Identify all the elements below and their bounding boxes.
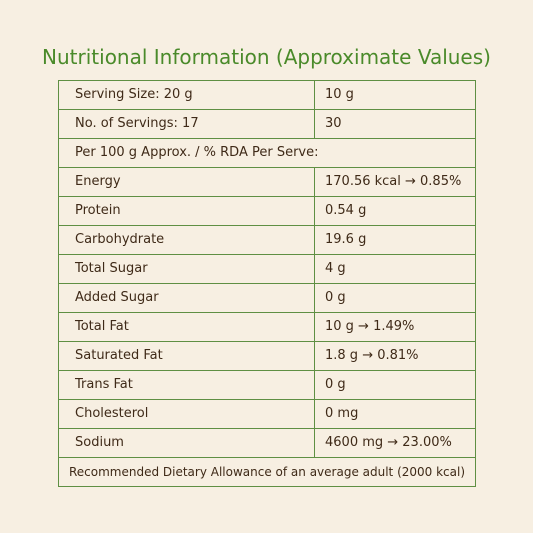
table-row-total-fat: Total Fat 10 g → 1.49% xyxy=(58,312,476,342)
nutrition-table: Serving Size: 20 g 10 g No. of Servings:… xyxy=(58,80,476,487)
table-row-energy: Energy 170.56 kcal → 0.85% xyxy=(58,167,476,197)
table-row-servings-count: No. of Servings: 17 30 xyxy=(58,109,476,139)
nutrient-value: 0 mg xyxy=(314,399,476,429)
nutrient-value: 4 g xyxy=(314,254,476,284)
table-row-sodium: Sodium 4600 mg → 23.00% xyxy=(58,428,476,458)
nutrient-value: 0 g xyxy=(314,370,476,400)
nutrient-value: 170.56 kcal → 0.85% xyxy=(314,167,476,197)
per-serve-note: Per 100 g Approx. / % RDA Per Serve: xyxy=(58,138,476,168)
nutrient-value: 1.8 g → 0.81% xyxy=(314,341,476,371)
serving-size-value: 10 g xyxy=(314,80,476,110)
servings-count-label: No. of Servings: 17 xyxy=(58,109,315,139)
serving-size-label: Serving Size: 20 g xyxy=(58,80,315,110)
nutrient-label: Sodium xyxy=(58,428,315,458)
nutrient-value: 0.54 g xyxy=(314,196,476,226)
table-row-cholesterol: Cholesterol 0 mg xyxy=(58,399,476,429)
table-row-carbohydrate: Carbohydrate 19.6 g xyxy=(58,225,476,255)
table-row-footer: Recommended Dietary Allowance of an aver… xyxy=(58,457,476,487)
nutrient-value: 4600 mg → 23.00% xyxy=(314,428,476,458)
table-row-trans-fat: Trans Fat 0 g xyxy=(58,370,476,400)
page-title: Nutritional Information (Approximate Val… xyxy=(42,45,491,69)
nutrient-label: Carbohydrate xyxy=(58,225,315,255)
nutrient-value: 10 g → 1.49% xyxy=(314,312,476,342)
rda-footnote: Recommended Dietary Allowance of an aver… xyxy=(58,457,476,487)
table-row-protein: Protein 0.54 g xyxy=(58,196,476,226)
table-row-added-sugar: Added Sugar 0 g xyxy=(58,283,476,313)
servings-count-value: 30 xyxy=(314,109,476,139)
nutrient-label: Total Fat xyxy=(58,312,315,342)
nutrient-label: Cholesterol xyxy=(58,399,315,429)
nutrient-label: Added Sugar xyxy=(58,283,315,313)
nutrient-value: 0 g xyxy=(314,283,476,313)
table-row-saturated-fat: Saturated Fat 1.8 g → 0.81% xyxy=(58,341,476,371)
nutrient-value: 19.6 g xyxy=(314,225,476,255)
nutrient-label: Protein xyxy=(58,196,315,226)
nutrient-label: Energy xyxy=(58,167,315,197)
table-row-per-note: Per 100 g Approx. / % RDA Per Serve: xyxy=(58,138,476,168)
nutrient-label: Trans Fat xyxy=(58,370,315,400)
table-row-total-sugar: Total Sugar 4 g xyxy=(58,254,476,284)
nutrient-label: Saturated Fat xyxy=(58,341,315,371)
table-row-serving-size: Serving Size: 20 g 10 g xyxy=(58,80,476,110)
nutrient-label: Total Sugar xyxy=(58,254,315,284)
